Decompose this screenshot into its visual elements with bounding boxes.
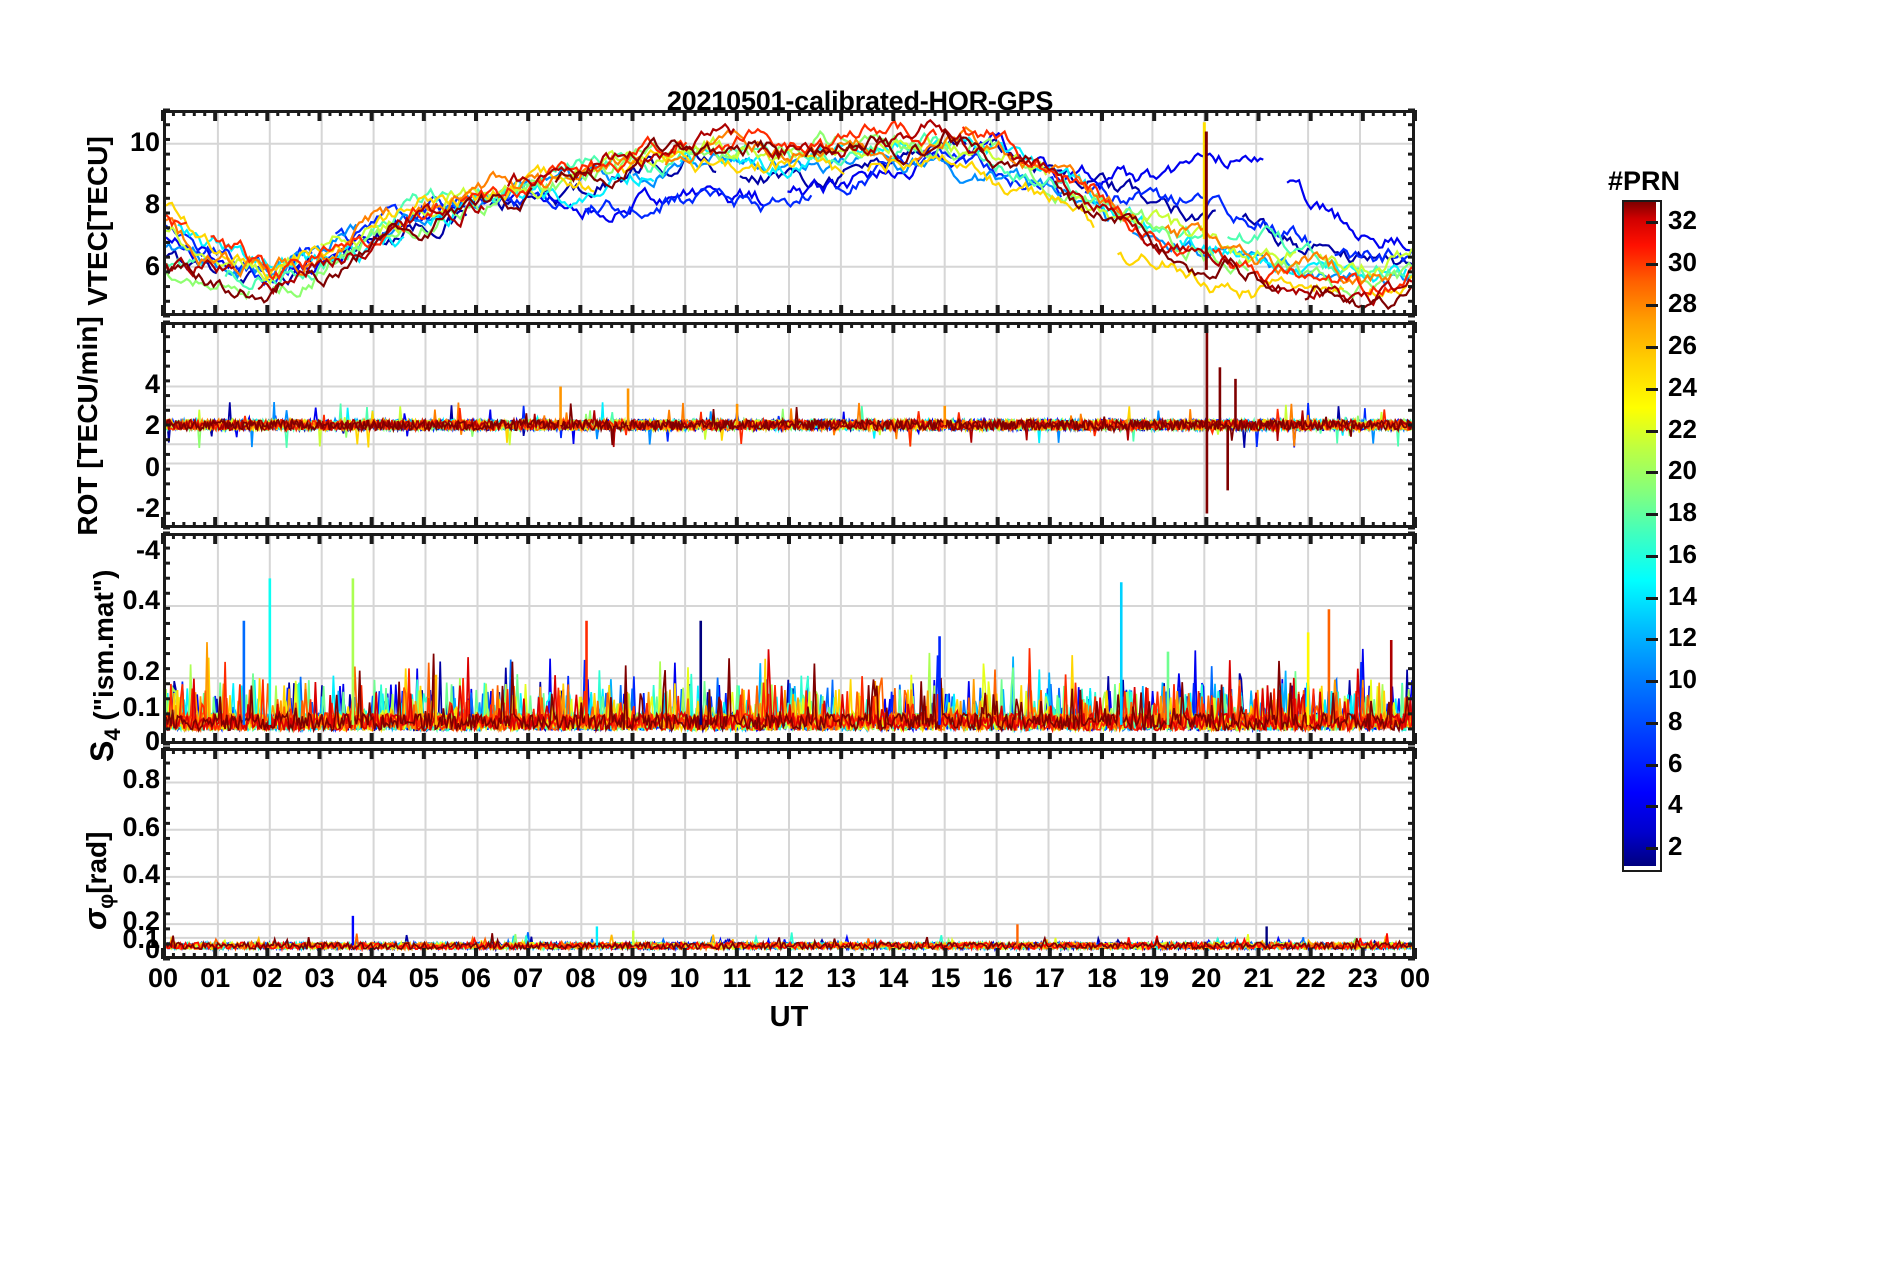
colorbar-tickmark-24 <box>1646 387 1658 391</box>
ytick-s4-04: 0.4 <box>122 585 160 615</box>
x-tick-6: 06 <box>460 963 492 993</box>
ytick-sig-02: 0.2 <box>122 906 160 936</box>
x-tick-13: 13 <box>826 963 857 993</box>
colorbar-tick-2: 2 <box>1668 831 1683 862</box>
colorbar-tickmark-28 <box>1646 304 1658 308</box>
colorbar-tickmark-12 <box>1646 638 1658 642</box>
colorbar-gradient <box>1624 202 1656 866</box>
colorbar-tick-18: 18 <box>1668 497 1697 528</box>
sigphi-series-prn-32 <box>166 933 1412 952</box>
colorbar-tickmark-26 <box>1646 346 1658 350</box>
ytick-s4-01: 0.1 <box>122 692 160 722</box>
s4-series-prn-32 <box>166 653 1412 734</box>
colorbar-title: #PRN <box>1608 166 1681 196</box>
x-tick-3: 03 <box>304 963 335 993</box>
x-tick-12: 12 <box>773 963 805 993</box>
colorbar-tickmark-2 <box>1646 847 1658 851</box>
colorbar-tickmark-20 <box>1646 471 1658 475</box>
panel-rot <box>163 322 1415 528</box>
colorbar-tick-10: 10 <box>1668 664 1697 695</box>
ytick-rot-m4: -4 <box>135 535 160 565</box>
colorbar-tickmark-4 <box>1646 805 1658 809</box>
x-tick-16: 16 <box>982 963 1013 993</box>
colorbar-tickmark-8 <box>1646 721 1658 725</box>
ytick-sig-01: 0.1 <box>122 924 160 954</box>
colorbar-tickmark-22 <box>1646 429 1658 433</box>
x-tick-5: 05 <box>408 963 439 993</box>
x-tick-14: 14 <box>878 963 909 993</box>
colorbar-tickmark-18 <box>1646 513 1658 517</box>
colorbar-tickmark-32 <box>1646 220 1658 224</box>
panel-sigma-phi <box>163 748 1415 959</box>
x-tick-24: 00 <box>1399 963 1431 993</box>
colorbar-tick-8: 8 <box>1668 705 1683 736</box>
ytick-vtec-8: 8 <box>144 189 160 219</box>
x-tick-7: 07 <box>513 963 544 993</box>
ytick-s4-02: 0.2 <box>122 656 160 686</box>
colorbar-tick-26: 26 <box>1668 330 1697 361</box>
panel-vtec <box>163 110 1415 316</box>
colorbar-tickmark-10 <box>1646 680 1658 684</box>
ytick-sig-0: 0 <box>144 934 160 964</box>
colorbar-tickmark-14 <box>1646 596 1658 600</box>
colorbar-tickmark-16 <box>1646 554 1658 558</box>
ytick-rot-4: 4 <box>144 369 160 399</box>
x-tick-1: 01 <box>200 963 231 993</box>
ytick-rot-2: 2 <box>144 410 160 440</box>
ytick-sig-06: 0.6 <box>122 812 160 842</box>
panel-s4 <box>163 533 1415 744</box>
x-tick-11: 11 <box>722 963 752 993</box>
ytick-sig-04: 0.4 <box>122 859 160 889</box>
x-tick-9: 09 <box>617 963 648 993</box>
colorbar-tickmark-6 <box>1646 763 1658 767</box>
x-tick-0: 00 <box>147 963 179 993</box>
colorbar-tick-28: 28 <box>1668 288 1697 319</box>
colorbar-tick-6: 6 <box>1668 747 1683 778</box>
x-tick-10: 10 <box>669 963 700 993</box>
colorbar-tick-24: 24 <box>1668 371 1697 402</box>
rot-plot-area <box>166 325 1412 525</box>
x-tick-23: 23 <box>1347 963 1378 993</box>
x-tick-19: 19 <box>1139 963 1170 993</box>
sigphi-plot-area <box>166 751 1412 956</box>
vtec-series-prn-31 <box>166 118 1412 307</box>
colorbar-tick-4: 4 <box>1668 789 1683 820</box>
colorbar <box>1622 200 1662 872</box>
colorbar-tick-12: 12 <box>1668 622 1697 653</box>
x-tick-8: 08 <box>565 963 596 993</box>
ytick-vtec-6: 6 <box>144 251 160 281</box>
x-tick-17: 17 <box>1034 963 1065 993</box>
vtec-series-prn-12 <box>177 134 1408 284</box>
x-tick-2: 02 <box>252 963 283 993</box>
rot-series-prn-32 <box>166 403 1412 446</box>
colorbar-tick-14: 14 <box>1668 580 1697 611</box>
x-tick-20: 20 <box>1191 963 1222 993</box>
ytick-rot-0: 0 <box>144 452 160 482</box>
ytick-rot-m2: -2 <box>135 493 160 523</box>
ytick-sig-08: 0.8 <box>122 764 160 794</box>
vtec-series-prn-25 <box>166 125 1393 286</box>
ytick-vtec-10: 10 <box>129 127 160 157</box>
colorbar-tick-30: 30 <box>1668 246 1697 277</box>
x-axis-title: UT <box>769 1001 809 1033</box>
x-tick-15: 15 <box>930 963 961 993</box>
vtec-series-prn-32 <box>166 127 1412 311</box>
colorbar-tick-22: 22 <box>1668 413 1697 444</box>
colorbar-tick-16: 16 <box>1668 538 1697 569</box>
vtec-plot-area <box>166 113 1412 313</box>
x-tick-4: 04 <box>356 963 387 993</box>
x-tick-22: 22 <box>1295 963 1326 993</box>
x-tick-21: 21 <box>1243 963 1274 993</box>
colorbar-tick-20: 20 <box>1668 455 1697 486</box>
s4-plot-area <box>166 536 1412 741</box>
ytick-s4-0: 0 <box>144 726 160 756</box>
colorbar-tickmark-30 <box>1646 262 1658 266</box>
x-tick-18: 18 <box>1086 963 1118 993</box>
colorbar-tick-32: 32 <box>1668 204 1697 235</box>
